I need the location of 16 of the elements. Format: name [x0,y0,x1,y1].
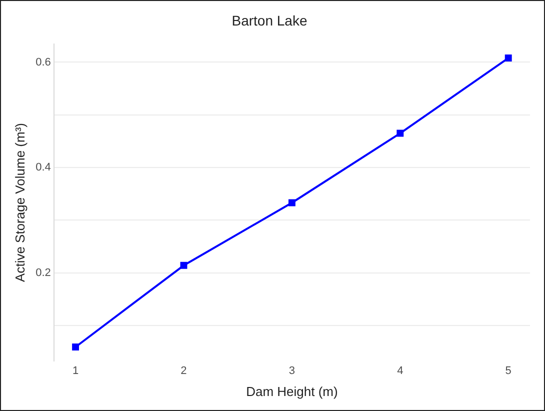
x-tick-label: 4 [397,364,404,377]
x-axis-title: Dam Height (m) [246,384,338,399]
x-tick-label: 2 [180,364,187,377]
point [72,344,80,350]
x-tick-label: 3 [288,364,296,377]
y-tick-label: 0.4 [36,162,51,174]
y-tick-label: 0.2 [36,266,51,279]
chart-title: Barton Lake [232,12,308,28]
point [288,199,296,206]
point [396,130,404,137]
y-axis-title: Active Storage Volume (m³) [12,123,28,282]
x-tick-label: 1 [72,364,79,377]
point [180,262,188,269]
y-tick-label: 0.6 [36,56,51,68]
x-tick-label: 5 [505,364,512,377]
point [504,54,512,62]
